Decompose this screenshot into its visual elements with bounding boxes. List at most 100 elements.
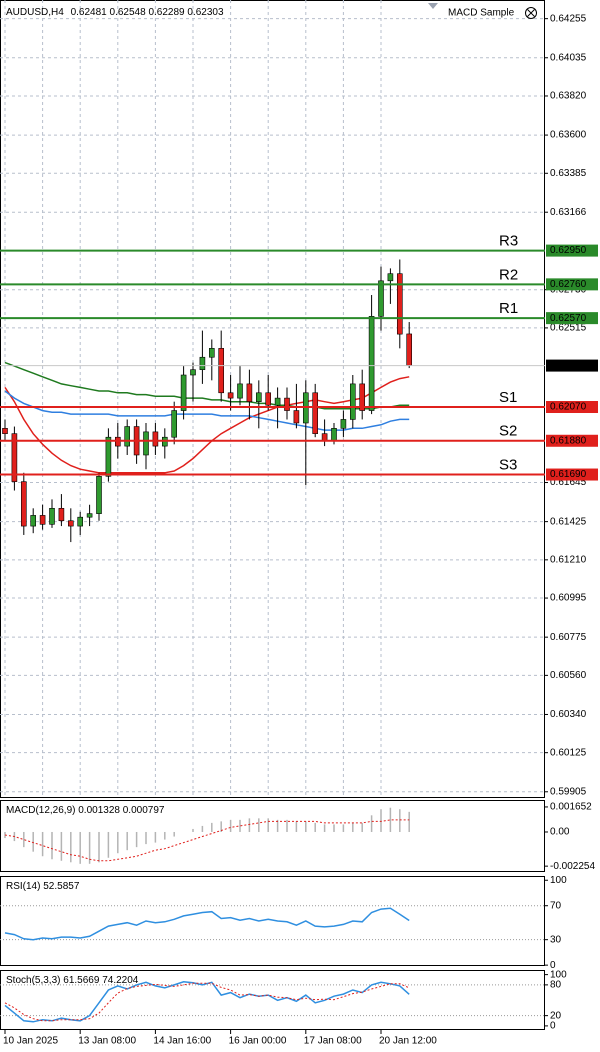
y-tick-label: 0.62515 <box>550 323 587 334</box>
indicator-line <box>4 819 410 862</box>
y-tick-label: 0.001652 <box>550 802 592 813</box>
x-tick-label: 10 Jan 2025 <box>3 1036 58 1047</box>
y-tick-label: 0.00 <box>550 827 570 838</box>
y-tick-label: 0 <box>550 960 556 971</box>
y-tick-label: 0 <box>550 1021 556 1032</box>
rsi-pane <box>0 876 545 966</box>
candle-body <box>312 392 319 434</box>
macd-bar <box>267 818 269 832</box>
level-price: 0.61690 <box>550 469 587 480</box>
macd-bar <box>295 821 298 832</box>
x-tick-label: 14 Jan 16:00 <box>153 1036 211 1047</box>
stoch-main-value: 61.5669 <box>63 975 100 986</box>
y-tick-label: 80 <box>550 980 562 991</box>
macd-bar <box>305 821 307 832</box>
y-tick-label: 0.63166 <box>550 207 587 218</box>
shift-marker <box>428 3 438 9</box>
macd-bar <box>117 831 119 854</box>
y-tick-label: 100 <box>550 969 567 980</box>
macd-bar <box>60 831 63 861</box>
current-price: 0.62303 <box>550 360 587 371</box>
high-value: 0.62548 <box>110 7 147 18</box>
y-tick-label: 0.59905 <box>550 786 587 797</box>
y-tick-label: 0.63385 <box>550 168 587 179</box>
level-price: 0.62950 <box>550 245 587 256</box>
macd-bar <box>389 807 392 832</box>
macd-bar <box>248 818 251 832</box>
stoch-title: Stoch(5,3,3) <box>6 975 60 986</box>
y-tick-label: -0.002254 <box>550 861 595 872</box>
y-tick-label: 0.60125 <box>550 747 587 758</box>
macd-bar <box>192 828 194 832</box>
candle-body <box>30 515 37 527</box>
candle-body <box>49 508 55 525</box>
candle-body <box>237 383 243 399</box>
candle-body <box>396 273 403 335</box>
macd-bar <box>333 824 335 832</box>
macd-bar <box>323 824 326 832</box>
y-tick-label: 0.61645 <box>550 477 587 488</box>
macd-bar <box>361 822 363 832</box>
level-box <box>546 312 598 325</box>
level-name: R3 <box>499 233 518 250</box>
macd-bar <box>201 825 204 832</box>
y-tick-label: 0.60775 <box>550 632 587 643</box>
candle-body <box>293 410 300 424</box>
rsi-value: 52.5857 <box>43 881 80 892</box>
level-name: S2 <box>499 423 517 440</box>
macd-bar <box>380 809 382 832</box>
macd-bar <box>286 819 288 832</box>
level-name: S1 <box>499 389 517 406</box>
candle-body <box>209 348 215 358</box>
macd-bar <box>135 831 138 848</box>
macd-bar <box>352 822 354 832</box>
candle-body <box>227 392 234 399</box>
candle-body <box>387 273 394 282</box>
y-tick-label: 30 <box>550 934 562 945</box>
macd-bar <box>220 821 222 832</box>
macd-bar <box>126 831 128 851</box>
macd-bar <box>399 809 401 832</box>
candle-body <box>378 280 384 317</box>
level-name: S3 <box>499 457 517 474</box>
candle-body <box>274 397 281 406</box>
macd-bar <box>239 819 241 832</box>
candle-body <box>349 383 356 420</box>
level-price: 0.62070 <box>550 402 587 413</box>
indicator-line <box>4 981 410 1023</box>
candle-body <box>39 515 46 525</box>
candle-body <box>284 397 290 411</box>
close-value: 0.62303 <box>187 7 224 18</box>
indicator-line <box>4 982 410 1022</box>
candle-body <box>2 428 8 434</box>
candle-body <box>368 316 375 411</box>
macd-bar <box>88 831 91 864</box>
main-pane <box>0 0 545 798</box>
candle-body <box>340 419 347 429</box>
candle-body <box>68 520 74 527</box>
macd-title: MACD(12,26,9) <box>6 805 75 816</box>
level-box <box>546 244 598 257</box>
rsi-title: RSI(14) <box>6 881 40 892</box>
candle-body <box>359 383 366 411</box>
expert-name: MACD Sample <box>448 8 515 19</box>
macd-bar <box>258 818 260 832</box>
macd-bar <box>98 831 100 863</box>
macd-header: MACD(12,26,9) 0.001328 0.000797 <box>6 805 165 816</box>
y-tick-label: 0.60340 <box>550 709 587 720</box>
level-name: R1 <box>499 300 518 317</box>
indicator-line <box>4 376 410 474</box>
signal-value: 0.000797 <box>123 805 165 816</box>
y-tick-label: 0.61425 <box>550 516 587 527</box>
y-tick-label: 20 <box>550 1010 562 1021</box>
macd-bar <box>164 831 166 840</box>
stoch-pane <box>0 970 545 1030</box>
macd-bar <box>107 831 110 858</box>
y-tick-label: 70 <box>550 900 562 911</box>
candle-body <box>11 433 18 482</box>
macd-bar <box>70 831 72 863</box>
indicator-line <box>4 390 410 431</box>
